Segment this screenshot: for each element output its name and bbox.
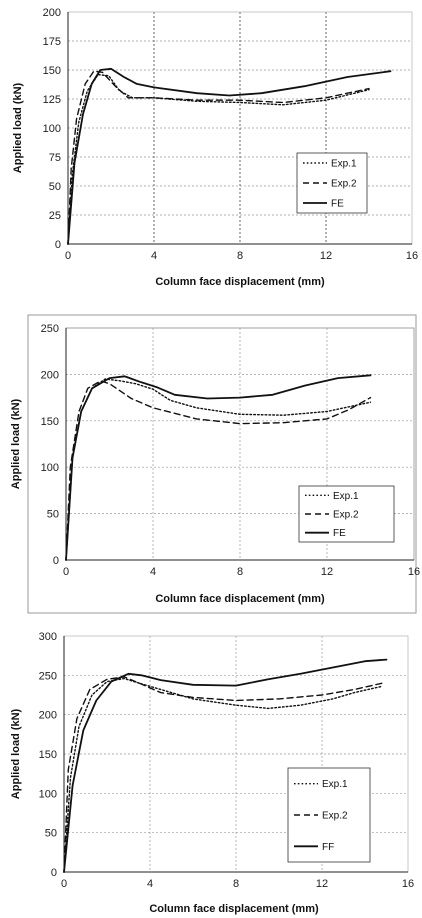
y-tick-label: 200 [41, 369, 59, 381]
y-tick-label: 0 [55, 239, 61, 251]
y-tick-label: 0 [53, 555, 59, 567]
legend: Exp.1 Exp.2 FE [296, 152, 368, 214]
legend-label: Exp.2 [322, 811, 348, 822]
legend-label: Exp.1 [322, 779, 348, 790]
x-axis-title: Column face displacement (mm) [155, 593, 325, 605]
y-tick-label: 0 [51, 867, 57, 879]
y-axis-title: Applied load (kN) [10, 708, 22, 799]
legend-label: Exp.2 [331, 179, 357, 190]
y-tick-label: 300 [39, 631, 57, 643]
x-tick-label: 0 [65, 250, 71, 262]
y-tick-label: 50 [49, 181, 61, 193]
legend: Exp.1 Exp.2 FE [298, 485, 395, 543]
x-tick-label: 0 [61, 878, 67, 890]
legend-label: FF [322, 842, 334, 853]
legend-label: Exp.2 [333, 510, 359, 521]
x-tick-label: 12 [320, 250, 332, 262]
x-tick-label: 8 [233, 878, 239, 890]
y-tick-label: 150 [39, 749, 57, 761]
y-tick-label: 100 [39, 788, 57, 800]
x-axis-title: Column face displacement (mm) [149, 903, 319, 915]
y-tick-label: 175 [43, 36, 61, 48]
series-line-exp-2 [63, 676, 383, 873]
x-tick-label: 16 [406, 250, 418, 262]
chart-panel-border [27, 314, 417, 614]
chart-3: 0 50 100 150 200 250 300 0 4 8 12 16 Column face dis… [10, 631, 414, 915]
legend-label: Exp.1 [331, 159, 357, 170]
x-tick-label: 12 [316, 878, 328, 890]
y-tick-label: 200 [39, 710, 57, 722]
chart-2: 0 50 100 150 200 250 0 4 8 12 16 Column face displa… [10, 314, 420, 614]
series-line-fe [67, 67, 392, 245]
series-line-exp-2 [67, 70, 370, 245]
y-tick-label: 100 [41, 462, 59, 474]
y-tick-label: 150 [41, 416, 59, 428]
y-tick-label: 50 [47, 509, 59, 521]
x-tick-label: 0 [63, 566, 69, 578]
x-tick-label: 16 [408, 566, 420, 578]
x-tick-label: 8 [237, 250, 243, 262]
series-line-exp-1 [67, 73, 370, 245]
x-tick-label: 4 [147, 878, 153, 890]
y-tick-label: 250 [39, 670, 57, 682]
y-tick-label: 125 [43, 94, 61, 106]
legend: Exp.1 Exp.2 FF [287, 767, 371, 863]
x-tick-label: 8 [237, 566, 243, 578]
y-axis-title: Applied load (kN) [10, 398, 22, 489]
series-line-ff [63, 658, 388, 873]
series-line-exp-2 [65, 380, 372, 561]
legend-label: FE [333, 528, 346, 539]
x-tick-label: 4 [151, 250, 157, 262]
y-tick-label: 25 [49, 210, 61, 222]
x-tick-label: 16 [402, 878, 414, 890]
y-tick-label: 100 [43, 123, 61, 135]
y-tick-label: 200 [43, 7, 61, 19]
x-tick-label: 12 [321, 566, 333, 578]
legend-label: FE [331, 199, 344, 210]
y-tick-label: 150 [43, 65, 61, 77]
chart-1: 0 25 50 75 100 125 150 175 200 0 4 8 12 16 Column face… [12, 7, 418, 288]
y-tick-label: 50 [45, 828, 57, 840]
y-tick-label: 75 [49, 152, 61, 164]
y-tick-label: 250 [41, 323, 59, 335]
series-line-exp-1 [63, 677, 383, 873]
x-tick-label: 4 [150, 566, 156, 578]
x-axis-title: Column face displacement (mm) [155, 276, 325, 288]
y-axis-title: Applied load (kN) [12, 82, 24, 173]
legend-label: Exp.1 [333, 491, 359, 502]
series-line-fe [65, 374, 372, 561]
